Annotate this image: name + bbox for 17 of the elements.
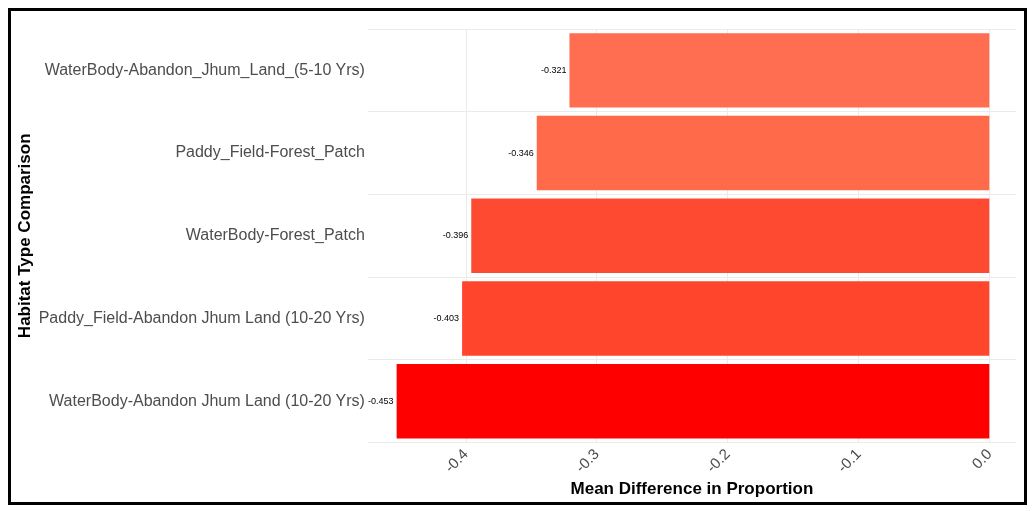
y-axis-title: Habitat Type Comparison — [14, 133, 34, 339]
data-label: -0.396 — [442, 230, 469, 241]
y-tick-label: WaterBody-Forest_Patch — [185, 226, 365, 245]
y-tick-label: Paddy_Field-Abandon Jhum Land (10-20 Yrs) — [38, 308, 365, 327]
data-label: -0.346 — [508, 147, 534, 158]
y-tick-label: WaterBody-Abandon_Jhum_Land_(5-10 Yrs) — [44, 60, 365, 79]
data-label: -0.453 — [368, 395, 394, 406]
x-tick-label: 0.0 — [968, 444, 995, 472]
x-tick-label: -0.2 — [702, 444, 733, 476]
data-label: -0.321 — [540, 64, 567, 75]
data-label: -0.403 — [433, 313, 460, 323]
y-tick-label: WaterBody-Abandon Jhum Land (10-20 Yrs) — [49, 391, 365, 409]
x-tick-label: -0.3 — [571, 444, 603, 476]
y-tick-label: Paddy_Field-Forest_Patch — [175, 143, 365, 162]
x-tick-label: -0.4 — [440, 444, 472, 476]
x-tick-label: -0.1 — [833, 444, 864, 476]
x-axis-title: Mean Difference in Proportion — [570, 479, 814, 499]
